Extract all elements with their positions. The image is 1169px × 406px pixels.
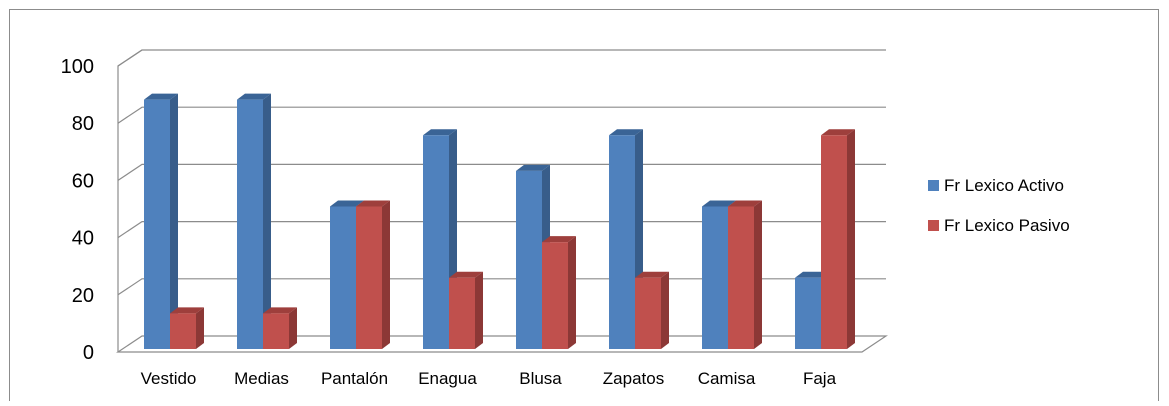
bar-side [661, 271, 669, 349]
bar [516, 170, 542, 349]
bar-top [821, 129, 855, 136]
bar-top [356, 200, 390, 207]
x-tick-label: Camisa [698, 369, 756, 388]
bar [795, 277, 821, 349]
bar [702, 206, 728, 349]
x-tick-label: Zapatos [603, 369, 664, 388]
bar-top [144, 93, 178, 100]
x-tick-label: Pantalón [321, 369, 388, 388]
bar [728, 206, 754, 349]
x-tick-label: Faja [803, 369, 837, 388]
bar-side [170, 93, 178, 349]
bar [330, 206, 356, 349]
bar-top [170, 307, 204, 314]
bar [609, 135, 635, 349]
gridline [117, 49, 886, 67]
x-tick-label: Blusa [519, 369, 562, 388]
gridline [117, 106, 886, 124]
legend-label: Fr Lexico Pasivo [944, 216, 1070, 235]
bar [356, 206, 382, 349]
bar-side [263, 93, 271, 349]
bar [821, 135, 847, 349]
bar-top [542, 236, 576, 243]
gridline [117, 278, 886, 296]
bar-top [423, 129, 457, 136]
x-tick-label: Vestido [141, 369, 197, 388]
bar-top [449, 271, 483, 278]
gridline [117, 221, 886, 239]
bar-top [516, 164, 550, 171]
bar-side [196, 307, 204, 349]
chart-floor [116, 335, 888, 353]
y-axis-wall [117, 49, 143, 352]
legend-swatch [928, 180, 939, 191]
x-tick-label: Enagua [418, 369, 477, 388]
bar [170, 313, 196, 349]
chart-frame [9, 9, 1159, 401]
bar [635, 277, 661, 349]
bar-side [754, 200, 762, 349]
bar-top [702, 200, 736, 207]
legend-swatch [928, 220, 939, 231]
bar-top [795, 271, 829, 278]
bar-top [609, 129, 643, 136]
bar-side [289, 307, 297, 349]
bar-top [330, 200, 364, 207]
bar-top [237, 93, 271, 100]
y-tick-label: 100 [61, 56, 94, 78]
y-tick-label: 40 [72, 228, 94, 250]
y-tick-label: 60 [72, 170, 94, 192]
y-tick-label: 80 [72, 113, 94, 135]
bar-side [475, 271, 483, 349]
bar-side [568, 236, 576, 349]
bar [263, 313, 289, 349]
bar-side [382, 200, 390, 349]
bar-top [263, 307, 297, 314]
gridline [117, 163, 886, 181]
bar-top [635, 271, 669, 278]
y-tick-label: 20 [72, 285, 94, 307]
bar [449, 277, 475, 349]
legend-label: Fr Lexico Activo [944, 176, 1064, 195]
bar-side [847, 129, 855, 349]
bar [423, 135, 449, 349]
bar [237, 99, 263, 349]
bar [144, 99, 170, 349]
bar [542, 242, 568, 349]
bar-top [728, 200, 762, 207]
x-tick-label: Medias [234, 369, 289, 388]
y-tick-label: 0 [83, 342, 94, 364]
